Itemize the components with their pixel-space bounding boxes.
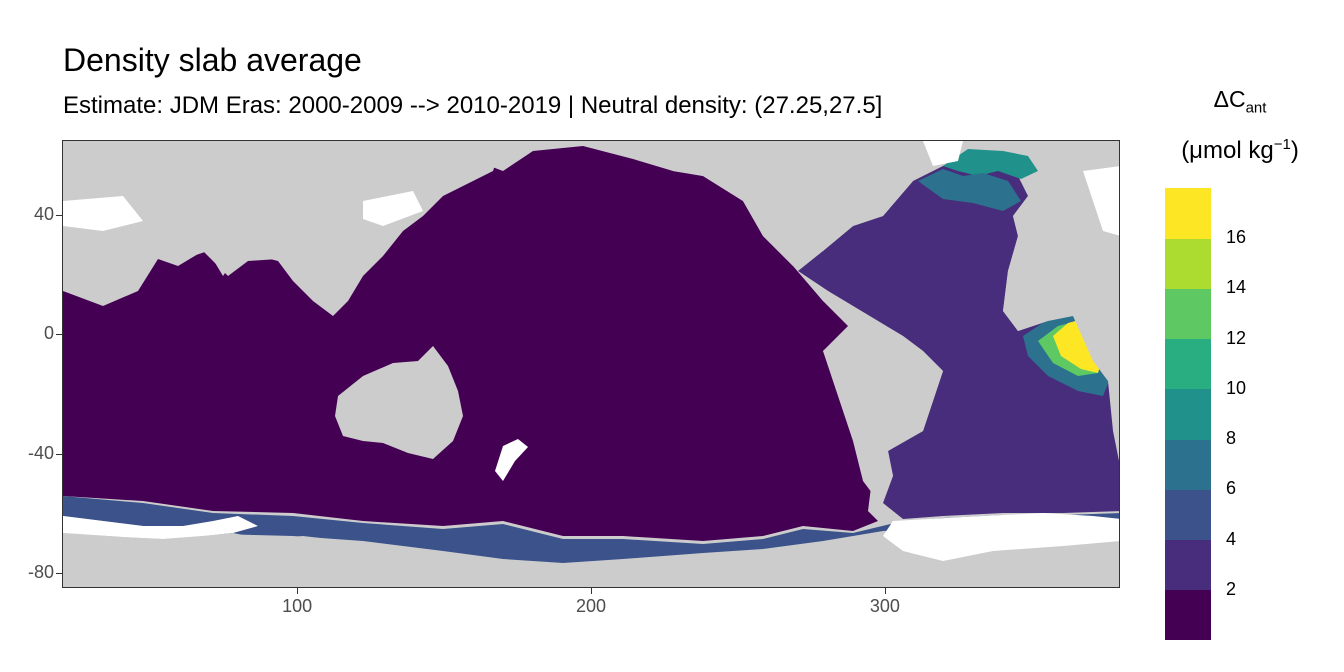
legend-colorbar: [1165, 188, 1211, 641]
legend-swatch: [1165, 188, 1211, 239]
x-tick-label: 100: [282, 596, 313, 616]
ice-north-1: [63, 196, 143, 231]
map-panel: [62, 140, 1120, 588]
x-tick-mark: [884, 588, 886, 594]
legend-label: 14: [1226, 277, 1247, 298]
legend-label: 12: [1226, 327, 1247, 348]
y-tick-mark: [56, 214, 62, 216]
y-tick-label: -80: [27, 562, 54, 583]
legend-label: 16: [1226, 227, 1247, 248]
legend-label: 6: [1226, 478, 1237, 499]
legend-unit: (μmol kg−1): [1181, 136, 1299, 164]
y-tick-mark: [56, 453, 62, 455]
land-north-america: [663, 141, 923, 266]
y-tick-label: 40: [33, 203, 54, 224]
ocean-pacific-indian: [63, 146, 878, 541]
y-tick-label: 0: [43, 323, 54, 344]
x-tick-label: 300: [869, 596, 900, 616]
y-tick-mark: [56, 573, 62, 575]
legend-label: 2: [1226, 578, 1237, 599]
legend-swatch: [1165, 288, 1211, 340]
antarctic-ice-east: [63, 516, 258, 539]
chart-title: Density slab average: [63, 42, 362, 78]
land-new-zealand: [495, 439, 528, 481]
y-tick-mark: [56, 334, 62, 336]
legend-swatch: [1165, 388, 1211, 440]
legend-swatch: [1165, 338, 1211, 390]
legend-swatch: [1165, 489, 1211, 541]
legend-swatch: [1165, 539, 1211, 591]
land-australia: [335, 346, 463, 459]
x-tick-label: 200: [575, 596, 607, 616]
ocean-labrador-patch: [918, 169, 1021, 211]
legend-label: 4: [1226, 528, 1237, 549]
chart-subtitle: Estimate: JDM Eras: 2000-2009 --> 2010-2…: [63, 92, 883, 119]
land-south-america: [798, 271, 943, 501]
land-africa-europe: [1003, 141, 1119, 458]
legend-title: ΔCant: [1213, 86, 1267, 117]
ocean-atlantic: [798, 151, 1119, 519]
legend-label: 10: [1226, 377, 1247, 398]
antarctic-ice-weddell: [883, 513, 1119, 561]
ice-north-2: [363, 191, 423, 226]
ice-north-3: [923, 141, 963, 166]
ocean-subpolar-north-atlantic: [943, 149, 1038, 179]
legend-label: 8: [1226, 428, 1237, 449]
legend-swatch: [1165, 238, 1211, 289]
x-tick-mark: [297, 588, 299, 594]
map-plot: [63, 141, 1119, 587]
land-asia: [63, 141, 503, 316]
ice-north-4: [1083, 166, 1119, 236]
y-tick-label: -40: [27, 442, 54, 463]
x-tick-mark: [591, 588, 592, 594]
antarctica-land: [63, 533, 1119, 587]
legend-swatch: [1165, 439, 1211, 490]
legend-swatch: [1165, 589, 1211, 641]
